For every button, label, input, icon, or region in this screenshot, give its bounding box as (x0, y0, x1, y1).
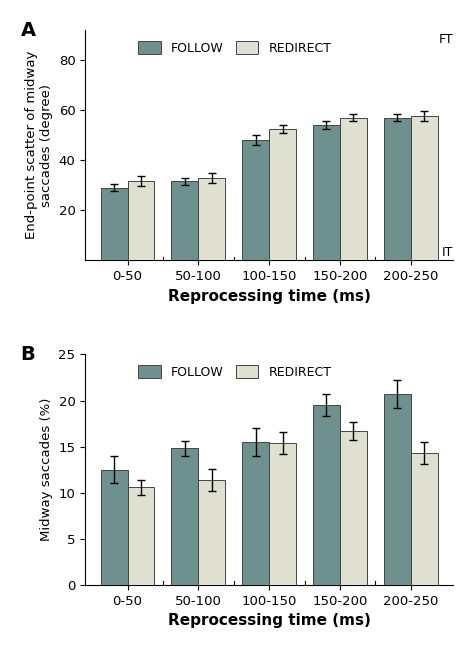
Bar (242, 140, 269, 260)
Bar (410, 116, 438, 260)
Bar (340, 431, 367, 585)
Bar (100, 188, 128, 260)
Legend: FOLLOW, REDIRECT: FOLLOW, REDIRECT (136, 38, 334, 57)
Bar (128, 487, 155, 585)
Text: IT: IT (442, 247, 453, 260)
Bar (242, 442, 269, 585)
Bar (313, 125, 340, 260)
Text: B: B (21, 345, 36, 364)
Bar (269, 443, 296, 585)
Bar (313, 405, 340, 585)
X-axis label: Reprocessing time (ms): Reprocessing time (ms) (168, 613, 371, 628)
Bar (340, 117, 367, 260)
Bar (198, 178, 225, 260)
Bar (269, 129, 296, 260)
Legend: FOLLOW, REDIRECT: FOLLOW, REDIRECT (136, 363, 334, 382)
Y-axis label: End-point scatter of midway
saccades (degree): End-point scatter of midway saccades (de… (25, 51, 53, 239)
Y-axis label: Midway saccades (%): Midway saccades (%) (40, 398, 53, 541)
Bar (172, 448, 198, 585)
X-axis label: Reprocessing time (ms): Reprocessing time (ms) (168, 289, 371, 304)
Bar (384, 394, 410, 585)
Bar (410, 453, 438, 585)
Bar (172, 182, 198, 260)
Bar (128, 182, 155, 260)
Text: FT: FT (438, 34, 453, 47)
Text: A: A (21, 21, 36, 40)
Bar (100, 470, 128, 585)
Bar (384, 117, 410, 260)
Bar (198, 480, 225, 585)
